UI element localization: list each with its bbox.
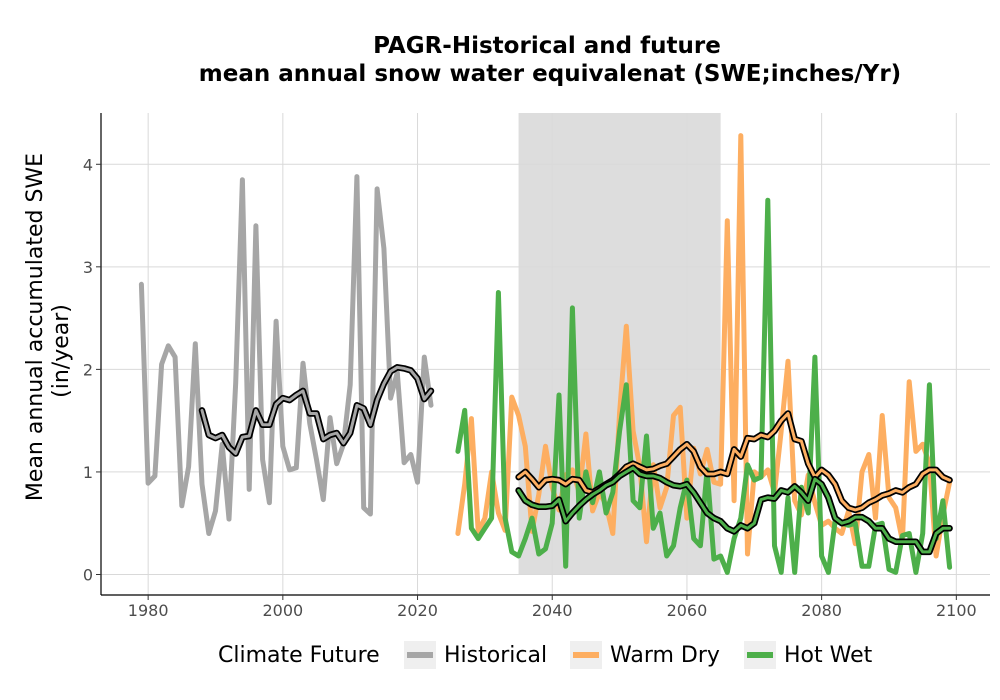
legend-title: Climate Future: [218, 643, 380, 668]
chart-title-block: PAGR-Historical and future mean annual s…: [199, 33, 901, 87]
series-line-historical: [138, 174, 434, 536]
plot-series: [138, 133, 953, 575]
x-tick-label: 2040: [532, 601, 573, 620]
chart-title: PAGR-Historical and future: [373, 33, 721, 59]
x-tick-label: 2020: [397, 601, 438, 620]
chart-subtitle: mean annual snow water equivalenat (SWE;…: [199, 61, 901, 87]
legend-label-warm-dry: Warm Dry: [610, 643, 720, 668]
y-axis-label-line2: (in/year): [49, 304, 74, 398]
legend: Climate Future Historical Warm Dry Hot Wet: [218, 641, 873, 669]
x-tick-label: 2080: [801, 601, 842, 620]
y-tick-label: 1: [83, 463, 93, 482]
x-tick-label: 2100: [936, 601, 977, 620]
y-tick-label: 2: [83, 360, 93, 379]
axes: 1980 2000 2020 2040 2060 2080 2100 0 1 2 3 4: [83, 113, 990, 620]
legend-label-hot-wet: Hot Wet: [784, 643, 873, 668]
x-tick-label: 2000: [262, 601, 303, 620]
legend-label-historical: Historical: [444, 643, 547, 668]
y-tick-label: 4: [83, 155, 93, 174]
legend-items: Historical Warm Dry Hot Wet: [404, 641, 873, 669]
y-tick-label: 0: [83, 565, 93, 584]
rolling-mean-line-hot-wet: [517, 466, 952, 554]
x-tick-label: 1980: [128, 601, 169, 620]
y-axis-label: Mean annual accumulated SWE (in/year): [23, 153, 74, 501]
y-axis-ticks: 0 1 2 3 4: [83, 155, 101, 584]
y-axis-label-line1: Mean annual accumulated SWE: [23, 153, 48, 501]
rolling-mean-line-historical: [200, 365, 433, 455]
x-axis-ticks: 1980 2000 2020 2040 2060 2080 2100: [128, 595, 977, 620]
y-tick-label: 3: [83, 258, 93, 277]
x-tick-label: 2060: [667, 601, 708, 620]
rolling-mean-line-warm-dry: [517, 412, 952, 512]
